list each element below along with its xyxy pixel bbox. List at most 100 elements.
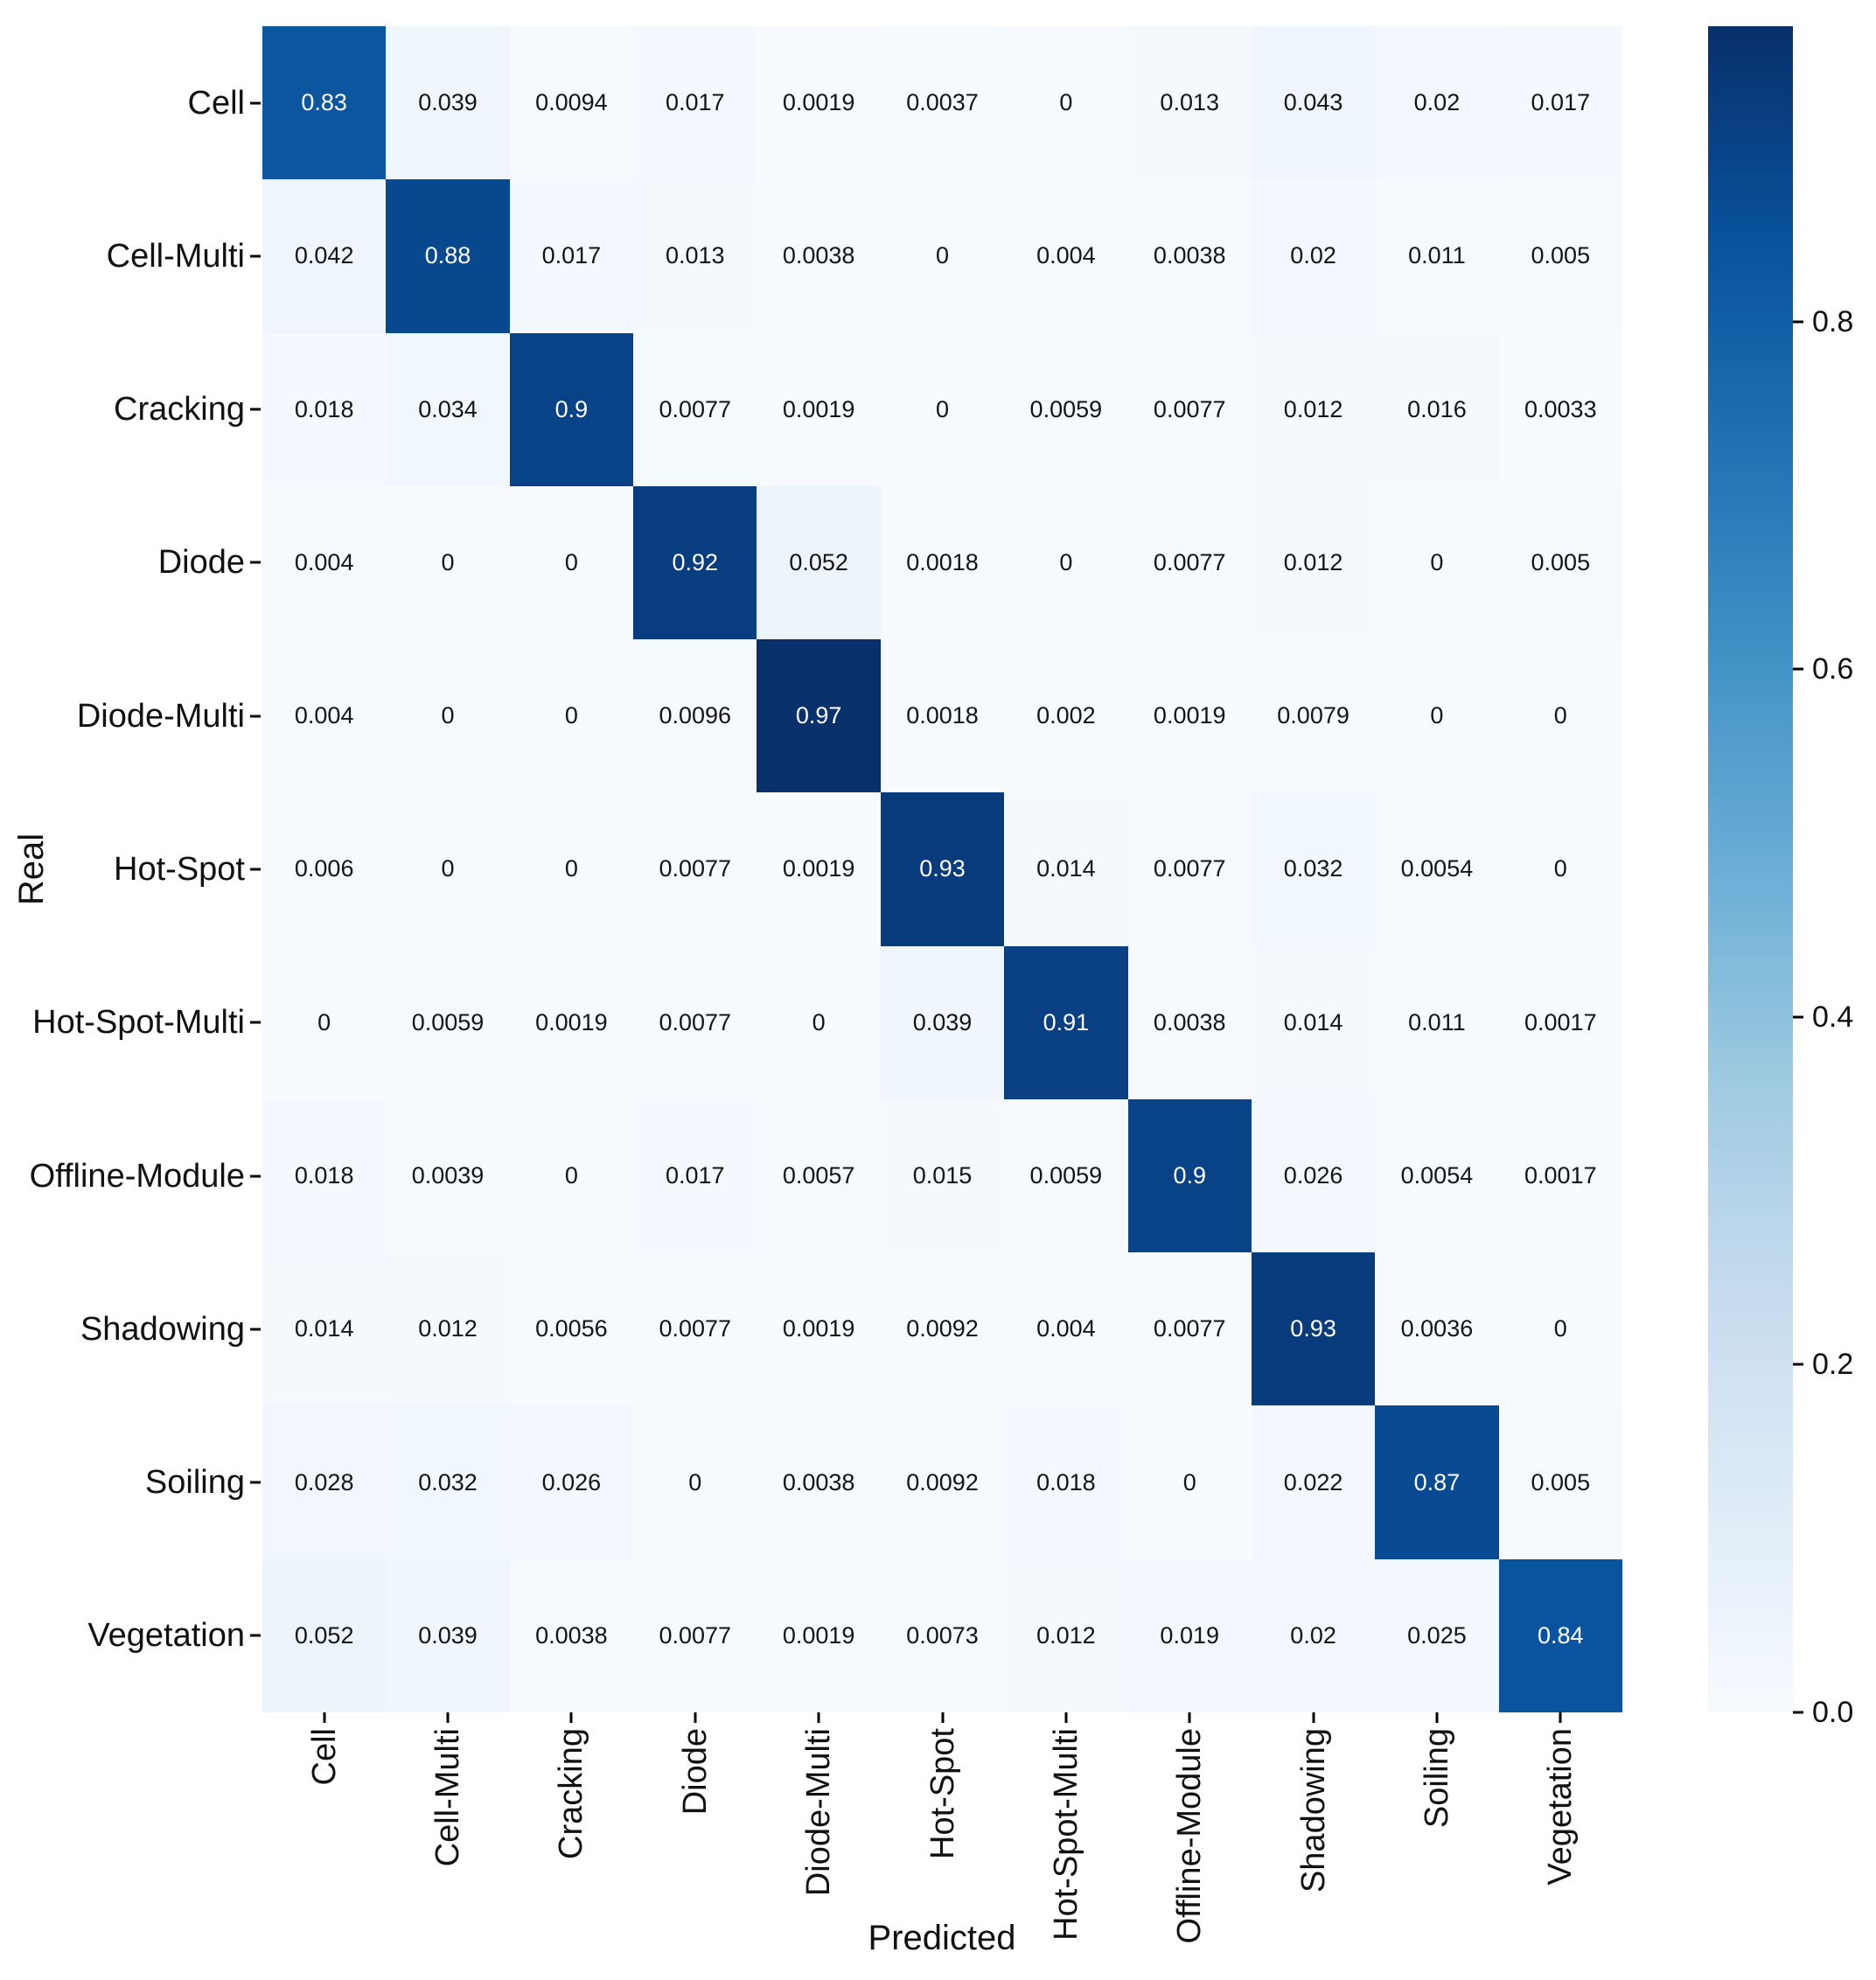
heatmap-cell-Diode-Cracking: 0 [509,485,634,640]
heatmap-cell-Hot-Spot-Multi-Vegetation: 0.0017 [1498,945,1622,1099]
heatmap-cell-Offline-Module-Cracking: 0 [509,1098,634,1253]
y-tick-mark [250,868,261,871]
heatmap-cell-Offline-Module-Diode: 0.017 [633,1098,757,1253]
y-tick-label-Offline-Module: Offline-Module [29,1157,245,1195]
heatmap-cell-Shadowing-Soiling: 0.0036 [1375,1252,1499,1406]
heatmap-cell-Diode-Multi-Shadowing: 0.0079 [1251,639,1376,793]
colorbar-tick-label-0.6: 0.6 [1812,652,1854,687]
heatmap-cell-Vegetation-Cracking: 0.0038 [509,1558,634,1712]
heatmap-cell-Diode-Multi-Cell: 0.004 [262,639,387,793]
colorbar-tick-mark [1793,320,1803,324]
heatmap-cell-Cracking-Diode: 0.0077 [633,332,757,486]
heatmap-cell-Cracking-Cracking: 0.9 [509,332,634,486]
colorbar-tick-label-0.0: 0.0 [1812,1696,1854,1729]
x-tick-label-Diode: Diode [676,1728,714,1816]
x-tick-label-Hot-Spot-Multi: Hot-Spot-Multi [1047,1728,1084,1941]
heatmap-cell-Diode-Multi-Cracking: 0 [509,639,634,793]
heatmap-cell-Soiling-Shadowing: 0.022 [1251,1405,1376,1559]
heatmap-cell-Offline-Module-Diode-Multi: 0.0057 [757,1098,881,1253]
y-tick-mark [250,1481,261,1484]
heatmap-cell-Soiling-Cell: 0.028 [262,1405,387,1559]
y-tick-mark [250,408,261,411]
x-tick-mark [1188,1712,1191,1723]
heatmap-cell-Hot-Spot-Hot-Spot-Multi: 0.014 [1004,792,1128,946]
heatmap-cell-Hot-Spot-Multi-Cracking: 0.0019 [509,945,634,1099]
x-axis-title: Predicted [868,1919,1016,1957]
y-tick-mark [250,561,261,564]
heatmap-cell-Diode-Multi-Soiling: 0 [1375,639,1499,793]
y-tick-label-Cell: Cell [187,84,245,122]
colorbar-tick-mark [1793,1363,1803,1366]
y-tick-mark [250,1328,261,1331]
heatmap-cell-Cell-Multi-Vegetation: 0.005 [1498,179,1622,333]
x-tick-label-Hot-Spot: Hot-Spot [924,1728,961,1859]
y-tick-mark [250,1175,261,1178]
heatmap-cell-Hot-Spot-Multi-Soiling: 0.011 [1375,945,1499,1099]
heatmap-cell-Cell-Multi-Hot-Spot-Multi: 0.004 [1004,179,1128,333]
heatmap-cell-Vegetation-Hot-Spot-Multi: 0.012 [1004,1558,1128,1712]
heatmap-cell-Hot-Spot-Soiling: 0.0054 [1375,792,1499,946]
y-tick-label-Diode-Multi: Diode-Multi [76,697,245,735]
colorbar-gradient [1708,26,1793,1712]
heatmap-cell-Hot-Spot-Cracking: 0 [509,792,634,946]
heatmap-cell-Shadowing-Shadowing: 0.93 [1251,1252,1376,1406]
heatmap-cell-Shadowing-Offline-Module: 0.0077 [1127,1252,1252,1406]
heatmap-cell-Offline-Module-Hot-Spot-Multi: 0.0059 [1004,1098,1128,1253]
heatmap-cell-Soiling-Hot-Spot: 0.0092 [880,1405,1005,1559]
heatmap-cell-Hot-Spot-Multi-Shadowing: 0.014 [1251,945,1376,1099]
y-tick-label-Soiling: Soiling [144,1464,245,1502]
heatmap-cell-Offline-Module-Cell-Multi: 0.0039 [386,1098,510,1253]
y-tick-label-Diode: Diode [157,544,245,582]
x-tick-mark [1312,1712,1315,1723]
heatmap-cell-Hot-Spot-Multi-Hot-Spot-Multi: 0.91 [1004,945,1128,1099]
heatmap-cell-Cell-Soiling: 0.02 [1375,26,1499,180]
heatmap-cell-Shadowing-Cell-Multi: 0.012 [386,1252,510,1406]
heatmap-cell-Diode-Multi-Vegetation: 0 [1498,639,1622,793]
heatmap-cell-Soiling-Cracking: 0.026 [509,1405,634,1559]
heatmap-cell-Vegetation-Diode: 0.0077 [633,1558,757,1712]
x-tick-label-Offline-Module: Offline-Module [1171,1728,1209,1944]
heatmap-cell-Vegetation-Cell-Multi: 0.039 [386,1558,510,1712]
heatmap-cell-Cell-Multi-Cell-Multi: 0.88 [386,179,510,333]
heatmap-cell-Hot-Spot-Cell: 0.006 [262,792,387,946]
x-tick-mark [941,1712,944,1723]
x-tick-mark [817,1712,820,1723]
x-tick-mark [1435,1712,1439,1723]
heatmap-cell-Cell-Multi-Shadowing: 0.02 [1251,179,1376,333]
heatmap-grid: 0.83 0.039 0.0094 0.017 0.0019 0.0037 0 0.013 0.… [262,26,1622,1712]
y-tick-label-Vegetation: Vegetation [87,1617,245,1655]
heatmap-cell-Hot-Spot-Diode-Multi: 0.0019 [757,792,881,946]
heatmap-cell-Diode-Diode: 0.92 [633,485,757,640]
colorbar-tick-mark [1793,1015,1803,1019]
heatmap-cell-Shadowing-Cell: 0.014 [262,1252,387,1406]
heatmap-cell-Vegetation-Shadowing: 0.02 [1251,1558,1376,1712]
heatmap-cell-Cell-Multi-Hot-Spot: 0 [880,179,1005,333]
heatmap-cell-Diode-Shadowing: 0.012 [1251,485,1376,640]
heatmap-cell-Hot-Spot-Offline-Module: 0.0077 [1127,792,1252,946]
heatmap-cell-Vegetation-Vegetation: 0.84 [1498,1558,1622,1712]
heatmap-cell-Offline-Module-Offline-Module: 0.9 [1127,1098,1252,1253]
heatmap-cell-Diode-Offline-Module: 0.0077 [1127,485,1252,640]
heatmap-cell-Vegetation-Cell: 0.052 [262,1558,387,1712]
heatmap-cell-Diode-Multi-Diode-Multi: 0.97 [757,639,881,793]
heatmap-cell-Cracking-Offline-Module: 0.0077 [1127,332,1252,486]
x-tick-label-Vegetation: Vegetation [1542,1728,1580,1886]
heatmap-cell-Cell-Offline-Module: 0.013 [1127,26,1252,180]
heatmap-cell-Soiling-Offline-Module: 0 [1127,1405,1252,1559]
heatmap-cell-Diode-Multi-Offline-Module: 0.0019 [1127,639,1252,793]
y-tick-label-Cell-Multi: Cell-Multi [106,237,245,275]
heatmap-cell-Cell-Diode: 0.017 [633,26,757,180]
heatmap-cell-Cell-Diode-Multi: 0.0019 [757,26,881,180]
heatmap-cell-Vegetation-Soiling: 0.025 [1375,1558,1499,1712]
heatmap-cell-Hot-Spot-Cell-Multi: 0 [386,792,510,946]
heatmap-cell-Hot-Spot-Multi-Diode: 0.0077 [633,945,757,1099]
heatmap-cell-Diode-Multi-Cell-Multi: 0 [386,639,510,793]
heatmap-cell-Soiling-Vegetation: 0.005 [1498,1405,1622,1559]
y-tick-mark [250,1634,261,1637]
heatmap-cell-Shadowing-Cracking: 0.0056 [509,1252,634,1406]
heatmap-cell-Hot-Spot-Multi-Hot-Spot: 0.039 [880,945,1005,1099]
heatmap-cell-Cell-Hot-Spot-Multi: 0 [1004,26,1128,180]
heatmap-cell-Soiling-Hot-Spot-Multi: 0.018 [1004,1405,1128,1559]
y-tick-mark [250,1021,261,1024]
